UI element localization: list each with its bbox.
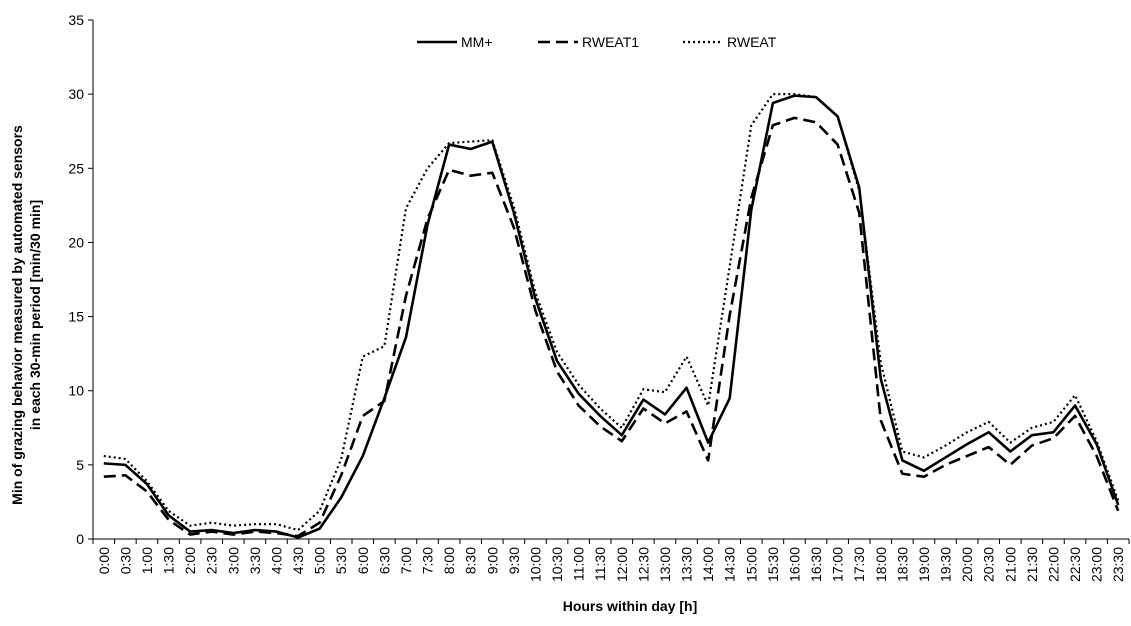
- x-tick-label: 9:30: [506, 547, 522, 574]
- y-tick-label: 35: [68, 12, 84, 28]
- x-tick-label: 15:30: [765, 547, 781, 582]
- x-tick-label: 5:00: [312, 547, 328, 574]
- y-tick-label: 20: [68, 234, 84, 250]
- x-tick-label: 1:30: [161, 547, 177, 574]
- y-axis-ticks: 0 5 10 15 20 25 30 35: [68, 12, 93, 547]
- legend-label: RWEAT: [727, 34, 777, 50]
- x-tick-label: 0:30: [117, 547, 133, 574]
- y-tick-label: 0: [76, 531, 84, 547]
- x-tick-label: 9:00: [484, 547, 500, 574]
- x-tick-label: 6:30: [376, 547, 392, 574]
- x-tick-label: 22:00: [1045, 547, 1061, 582]
- x-tick-label: 7:30: [420, 547, 436, 574]
- x-tick-label: 8:00: [441, 547, 457, 574]
- x-tick-label: 15:00: [743, 547, 759, 582]
- series-lines: [103, 93, 1120, 539]
- x-tick-label: 4:30: [290, 547, 306, 574]
- x-tick-label: 12:30: [635, 547, 651, 582]
- x-tick-label: 2:30: [204, 547, 220, 574]
- x-tick-label: 19:30: [938, 547, 954, 582]
- x-tick-label: 18:30: [894, 547, 910, 582]
- x-tick-label: 20:00: [959, 547, 975, 582]
- x-tick-label: 10:30: [549, 547, 565, 582]
- series-line-rweat1: [103, 116, 1120, 538]
- legend-label: MM+: [461, 34, 493, 50]
- x-tick-label: 21:30: [1024, 547, 1040, 582]
- x-tick-label: 8:30: [463, 547, 479, 574]
- x-tick-label: 17:30: [851, 547, 867, 582]
- x-tick-label: 13:30: [679, 547, 695, 582]
- x-axis-ticks: 0:00 0:30 1:00 1:30 2:00 2:30 3:00 3:30 4:00 4:30…: [92, 539, 1130, 582]
- x-tick-label: 11:00: [571, 547, 587, 581]
- axes: [92, 20, 1129, 540]
- x-tick-label: 17:00: [830, 547, 846, 582]
- x-tick-label: 22:30: [1067, 547, 1083, 582]
- x-tick-label: 23:30: [1110, 547, 1126, 582]
- y-axis-title-line-1: Min of grazing behavior measured by auto…: [9, 125, 25, 505]
- x-tick-label: 11:30: [592, 547, 608, 581]
- x-tick-label: 13:00: [657, 547, 673, 582]
- x-tick-label: 3:00: [225, 547, 241, 574]
- x-tick-label: 14:30: [722, 547, 738, 582]
- x-tick-label: 6:00: [355, 547, 371, 574]
- x-tick-label: 18:00: [873, 547, 889, 582]
- x-tick-label: 0:00: [96, 547, 112, 574]
- y-tick-label: 25: [68, 160, 84, 176]
- x-tick-label: 3:30: [247, 547, 263, 574]
- y-tick-label: 30: [68, 86, 84, 102]
- x-tick-label: 12:00: [614, 547, 630, 582]
- x-tick-label: 7:00: [398, 547, 414, 574]
- x-tick-label: 1:00: [139, 547, 155, 574]
- y-tick-label: 5: [76, 457, 84, 473]
- x-tick-label: 2:00: [182, 547, 198, 574]
- x-tick-label: 21:00: [1002, 547, 1018, 582]
- x-tick-label: 10:00: [527, 547, 543, 582]
- series-line-mm: [103, 94, 1120, 539]
- x-tick-label: 19:00: [916, 547, 932, 582]
- y-axis-title-line-2: in each 30-min period [min/30 min]: [27, 200, 43, 430]
- y-axis-title: Min of grazing behavior measured by auto…: [9, 125, 43, 505]
- x-axis-title: Hours within day [h]: [563, 598, 698, 614]
- series-line-rweat: [103, 93, 1120, 532]
- x-tick-label: 16:30: [808, 547, 824, 582]
- x-tick-label: 23:00: [1089, 547, 1105, 582]
- x-tick-label: 16:00: [786, 547, 802, 582]
- legend: MM+ RWEAT1 RWEAT: [417, 34, 777, 50]
- x-tick-label: 14:00: [700, 547, 716, 582]
- legend-label: RWEAT1: [582, 34, 639, 50]
- x-tick-label: 4:00: [268, 547, 284, 574]
- x-tick-label: 20:30: [981, 547, 997, 582]
- y-tick-label: 15: [68, 309, 84, 325]
- x-tick-label: 5:30: [333, 547, 349, 574]
- y-tick-label: 10: [68, 383, 84, 399]
